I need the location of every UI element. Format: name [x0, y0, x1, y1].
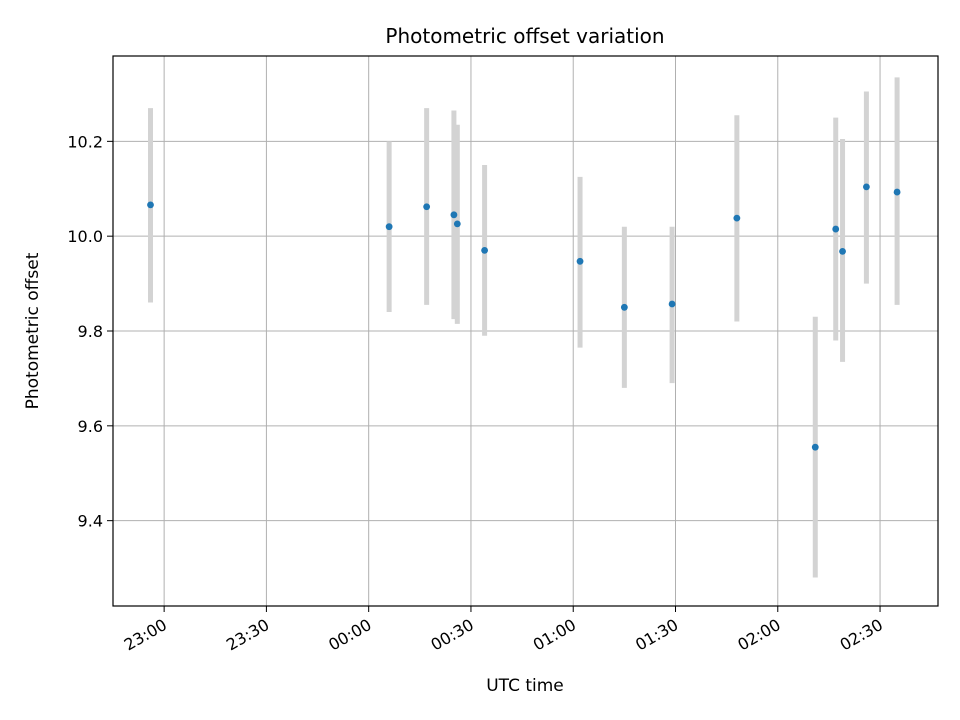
data-point: [576, 257, 584, 265]
data-point: [832, 225, 840, 233]
data-point: [423, 203, 431, 211]
x-axis-label: UTC time: [486, 676, 564, 696]
data-point: [733, 214, 741, 222]
y-tick-label: 9.6: [78, 417, 103, 436]
y-tick-label: 10.0: [67, 227, 103, 246]
chart-title: Photometric offset variation: [385, 24, 664, 48]
data-point: [450, 211, 458, 219]
data-point: [147, 201, 154, 209]
y-tick-label: 10.2: [67, 132, 103, 151]
y-axis-label: Photometric offset: [23, 252, 43, 409]
y-tick-label: 9.8: [78, 322, 103, 341]
data-point: [668, 300, 676, 308]
data-point: [893, 188, 901, 196]
data-points: [147, 183, 901, 451]
data-point: [811, 443, 819, 451]
data-point: [839, 247, 846, 255]
data-point: [481, 246, 488, 254]
data-point: [453, 220, 461, 228]
data-point: [863, 183, 870, 191]
data-point: [620, 303, 628, 311]
data-point: [385, 223, 393, 231]
grid: [113, 56, 938, 606]
y-tick-label: 9.4: [78, 512, 103, 531]
y-axis-ticks: 9.4 9.6 9.8 10.0 10.2: [67, 132, 113, 531]
